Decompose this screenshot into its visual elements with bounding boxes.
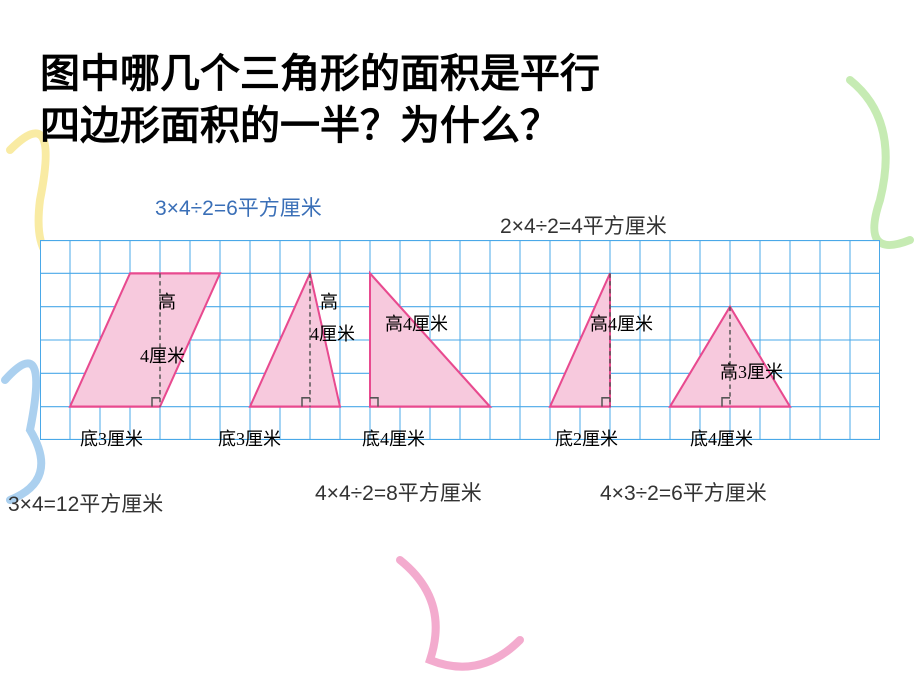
- shape-label: 底4厘米: [362, 425, 425, 451]
- shape-label: 高: [158, 288, 176, 314]
- formula-triangle-4: 2×4÷2=4平方厘米: [500, 210, 667, 240]
- shape-label: 高4厘米: [590, 310, 653, 336]
- formula-triangle-2: 4×4÷2=8平方厘米: [315, 477, 482, 507]
- formula-parallelogram: 3×4=12平方厘米: [8, 488, 163, 518]
- title-line-2: 四边形面积的一半？为什么？: [40, 103, 560, 148]
- shape-label: 底3厘米: [218, 425, 281, 451]
- page-title: 图中哪几个三角形的面积是平行 四边形面积的一半？为什么？: [40, 48, 600, 152]
- shape-label: 底3厘米: [80, 425, 143, 451]
- shapes-grid: [40, 240, 880, 440]
- shape-label: 4厘米: [310, 320, 355, 346]
- shape-label: 高3厘米: [720, 358, 783, 384]
- formula-triangle-1: 3×4÷2=6平方厘米: [155, 192, 322, 222]
- shape-label: 高: [320, 288, 338, 314]
- shape-label: 底2厘米: [555, 425, 618, 451]
- shape-label: 4厘米: [140, 342, 185, 368]
- shape-label: 高4厘米: [385, 310, 448, 336]
- title-line-1: 图中哪几个三角形的面积是平行: [40, 51, 600, 96]
- shape-label: 底4厘米: [690, 425, 753, 451]
- formula-triangle-5: 4×3÷2=6平方厘米: [600, 477, 767, 507]
